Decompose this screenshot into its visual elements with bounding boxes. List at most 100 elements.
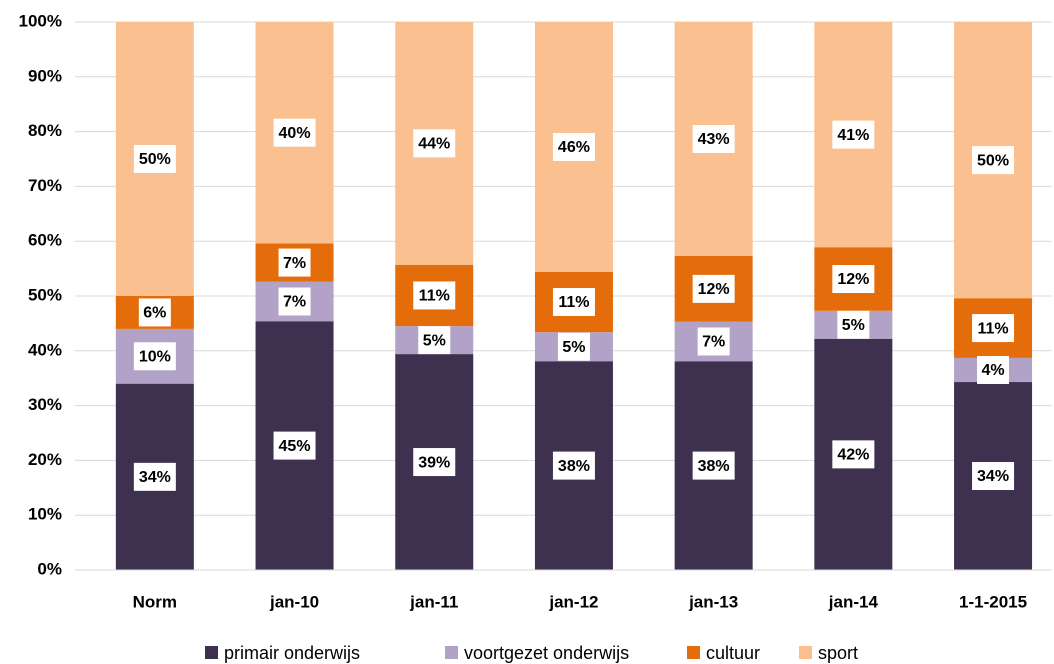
value-label: 11% — [413, 281, 456, 310]
value-label-box — [837, 310, 870, 339]
value-label: 42% — [832, 440, 875, 469]
value-label-text: 5% — [423, 332, 446, 349]
value-label-box — [832, 120, 875, 149]
legend-swatch — [445, 646, 458, 659]
x-tick-label: jan-10 — [269, 592, 319, 611]
value-label-text: 34% — [977, 468, 1009, 485]
y-tick-label: 100% — [19, 11, 62, 30]
value-label: 46% — [552, 132, 595, 161]
value-label-text: 38% — [698, 458, 730, 475]
value-label-box — [278, 287, 311, 316]
value-label: 38% — [552, 451, 595, 480]
value-label-text: 50% — [977, 152, 1009, 169]
value-label-box — [972, 314, 1015, 343]
value-label-text: 40% — [279, 125, 311, 142]
value-label: 11% — [552, 288, 595, 317]
value-label: 44% — [413, 129, 456, 158]
y-tick-label: 80% — [28, 121, 62, 140]
value-label-box — [418, 326, 451, 355]
value-label-box — [557, 332, 590, 361]
value-label: 38% — [692, 451, 735, 480]
value-label-box — [273, 118, 316, 147]
legend-swatch — [205, 646, 218, 659]
legend-label: voortgezet onderwijs — [464, 643, 629, 663]
value-label-text: 43% — [698, 131, 730, 148]
value-label-box — [273, 431, 316, 460]
value-label-box — [133, 145, 176, 173]
x-tick-label: jan-11 — [409, 592, 458, 611]
value-label: 34% — [133, 462, 176, 491]
y-tick-label: 90% — [28, 66, 62, 85]
y-tick-label: 10% — [28, 505, 62, 524]
value-label-text: 7% — [702, 334, 725, 351]
value-label-text: 11% — [419, 288, 450, 305]
y-tick-label: 20% — [28, 450, 62, 469]
x-tick-label: jan-14 — [828, 592, 879, 611]
value-label-box — [133, 342, 176, 371]
value-label: 45% — [273, 431, 316, 460]
value-label-text: 12% — [698, 281, 730, 298]
value-label: 40% — [273, 118, 316, 147]
value-label: 12% — [832, 265, 875, 294]
value-label-box — [977, 355, 1010, 384]
value-label: 34% — [972, 462, 1015, 491]
value-label-box — [133, 462, 176, 491]
value-label-box — [278, 248, 311, 277]
value-label-text: 39% — [418, 454, 450, 471]
value-label-box — [552, 288, 595, 317]
value-label-box — [552, 132, 595, 161]
value-label: 11% — [972, 314, 1015, 343]
value-label-box — [692, 124, 735, 153]
value-label-box — [692, 274, 735, 303]
value-label-text: 50% — [139, 151, 171, 168]
value-label-text: 6% — [143, 305, 166, 322]
legend-label: primair onderwijs — [224, 643, 360, 663]
value-label-box — [413, 281, 456, 310]
y-tick-label: 60% — [28, 231, 62, 250]
value-label: 10% — [133, 342, 176, 371]
value-label: 39% — [413, 448, 456, 477]
value-label-box — [138, 298, 171, 327]
value-label: 5% — [418, 326, 451, 355]
value-label-text: 7% — [283, 294, 306, 311]
value-label: 5% — [837, 310, 870, 339]
value-label-box — [972, 462, 1015, 491]
value-label: 50% — [133, 145, 176, 173]
y-tick-label: 40% — [28, 340, 62, 359]
value-label-text: 12% — [837, 271, 869, 288]
value-label-text: 42% — [837, 447, 869, 464]
value-label-text: 45% — [279, 438, 311, 455]
y-tick-label: 30% — [28, 395, 62, 414]
value-label: 12% — [692, 274, 735, 303]
value-label-box — [692, 451, 735, 480]
value-label: 7% — [278, 287, 311, 316]
x-tick-label: Norm — [133, 592, 177, 611]
x-tick-label: 1-1-2015 — [959, 592, 1027, 611]
legend-label: sport — [818, 643, 858, 663]
value-label-text: 46% — [558, 139, 590, 156]
value-label-text: 11% — [558, 294, 589, 311]
value-label-text: 7% — [283, 255, 306, 272]
x-tick-label: jan-12 — [548, 592, 598, 611]
value-label-text: 5% — [842, 317, 865, 334]
value-label-text: 5% — [562, 339, 585, 356]
value-label-text: 38% — [558, 458, 590, 475]
legend-swatch — [799, 646, 812, 659]
y-tick-label: 70% — [28, 176, 62, 195]
value-label-text: 11% — [977, 320, 1008, 337]
value-label-text: 44% — [418, 136, 450, 153]
value-label-box — [972, 146, 1015, 175]
value-label: 6% — [138, 298, 171, 327]
value-label: 7% — [697, 327, 730, 356]
value-label-box — [552, 451, 595, 480]
value-label: 43% — [692, 124, 735, 153]
value-label: 7% — [278, 248, 311, 277]
y-tick-label: 50% — [28, 285, 62, 304]
value-label-box — [832, 440, 875, 469]
value-label: 41% — [832, 120, 875, 149]
value-label-text: 41% — [837, 127, 869, 144]
value-label: 4% — [977, 355, 1010, 384]
legend-swatch — [687, 646, 700, 659]
value-label-text: 10% — [139, 348, 171, 365]
